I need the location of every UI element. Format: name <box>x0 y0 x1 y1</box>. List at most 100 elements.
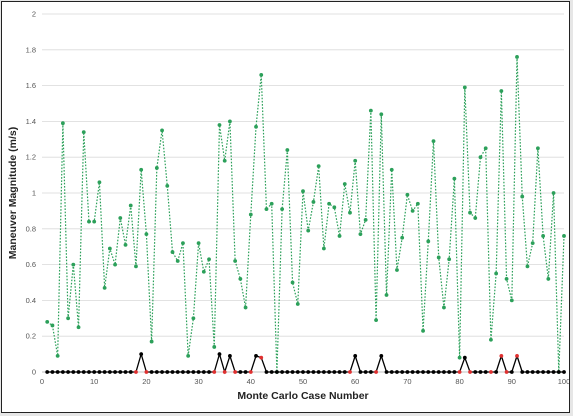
data-point <box>410 370 415 374</box>
data-point <box>107 370 112 374</box>
data-point <box>196 370 201 374</box>
data-point <box>60 121 65 126</box>
data-point <box>389 370 394 374</box>
series-group <box>45 55 566 375</box>
data-point <box>321 370 326 374</box>
series-2 <box>45 351 566 375</box>
data-point <box>332 370 337 374</box>
data-point <box>494 370 499 374</box>
data-point <box>243 370 248 374</box>
data-point <box>254 124 258 129</box>
y-tick-label: 0 <box>32 368 36 377</box>
data-point <box>379 112 384 117</box>
series-line <box>47 351 564 375</box>
data-point <box>97 370 102 374</box>
data-point <box>332 205 337 210</box>
data-point <box>504 370 509 374</box>
y-tick-label: 2 <box>32 10 36 19</box>
data-point <box>426 239 431 244</box>
data-point <box>66 370 70 374</box>
y-tick-label: 0.6 <box>26 260 36 269</box>
data-point <box>436 370 441 374</box>
y-axis-title: Maneuver Magnitude (m/s) <box>7 127 19 259</box>
data-point <box>363 217 368 222</box>
y-tick-label: 0.4 <box>26 296 36 305</box>
data-point <box>154 166 159 170</box>
data-point <box>123 370 128 374</box>
data-point <box>92 370 97 374</box>
data-point <box>55 353 60 358</box>
data-point <box>489 370 493 374</box>
data-point <box>144 370 149 374</box>
data-point <box>113 370 117 374</box>
data-point <box>275 370 279 374</box>
data-point <box>452 176 457 181</box>
data-point <box>50 370 55 374</box>
data-point <box>222 158 227 163</box>
x-tick-label: 70 <box>403 377 411 386</box>
data-point <box>201 370 206 374</box>
data-point <box>499 353 504 358</box>
x-tick-label: 50 <box>299 377 307 386</box>
data-point <box>160 370 164 374</box>
data-point <box>217 352 222 356</box>
data-point <box>186 353 191 358</box>
data-point <box>154 370 159 374</box>
data-point <box>123 243 128 247</box>
y-tick-label: 1 <box>32 189 36 198</box>
data-point <box>525 264 530 269</box>
data-point <box>207 370 211 374</box>
data-point <box>60 370 65 374</box>
x-tick-label: 10 <box>90 377 98 386</box>
data-point <box>280 370 285 374</box>
data-point <box>546 277 551 281</box>
data-point <box>170 250 175 254</box>
data-point <box>201 269 206 274</box>
data-point <box>175 370 180 374</box>
data-point <box>139 352 144 356</box>
data-point <box>81 130 86 135</box>
data-point <box>254 353 258 358</box>
data-point <box>290 280 295 285</box>
y-tick-label: 0.2 <box>26 332 36 341</box>
data-point <box>462 85 467 90</box>
data-point <box>468 370 472 374</box>
series-line <box>46 56 565 373</box>
data-point <box>144 232 149 237</box>
data-point <box>421 328 425 333</box>
y-tick-label: 1.8 <box>26 45 36 54</box>
data-point <box>264 370 269 374</box>
data-point <box>248 212 253 217</box>
data-point <box>181 241 185 246</box>
data-point <box>457 355 462 360</box>
data-point <box>400 370 405 374</box>
data-point <box>483 370 488 374</box>
data-point <box>541 370 546 374</box>
series-1 <box>45 55 566 374</box>
data-point <box>128 203 133 208</box>
x-tick-label: 20 <box>142 377 150 386</box>
data-point <box>191 316 196 321</box>
data-point <box>389 167 394 172</box>
x-tick-label: 40 <box>247 377 255 386</box>
data-point <box>259 355 264 360</box>
data-point <box>342 370 347 374</box>
data-point <box>515 353 519 358</box>
data-point <box>442 370 446 374</box>
data-point <box>134 264 138 269</box>
data-point <box>81 370 86 374</box>
data-point <box>379 353 384 358</box>
data-point <box>421 370 425 374</box>
data-point <box>175 259 180 263</box>
data-point <box>384 293 389 297</box>
data-point <box>504 277 509 281</box>
data-point <box>431 370 436 374</box>
data-point <box>139 167 144 172</box>
data-point <box>426 370 431 374</box>
data-point <box>353 353 358 358</box>
data-point <box>128 370 133 374</box>
data-point <box>207 257 211 262</box>
data-point <box>410 209 415 213</box>
data-point <box>348 370 352 374</box>
